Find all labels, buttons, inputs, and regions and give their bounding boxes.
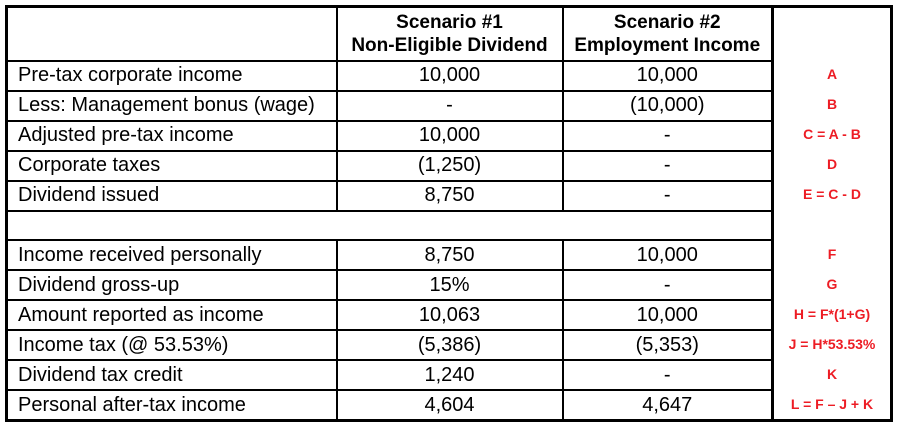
row-label: Amount reported as income <box>5 299 338 332</box>
table-row: Income tax (@ 53.53%) (5,386) (5,353) <box>5 329 774 362</box>
scenario1-value: 10,063 <box>335 299 564 332</box>
table-row: Personal after-tax income 4,604 4,647 <box>5 389 774 422</box>
formula-label: G <box>826 276 838 292</box>
scenario1-value: 10,000 <box>335 59 564 92</box>
scenario2-value: 10,000 <box>561 299 774 332</box>
table-row: Dividend tax credit 1,240 - <box>5 359 774 392</box>
row-label: Dividend tax credit <box>5 359 338 392</box>
formula-label: H = F*(1+G) <box>793 306 871 322</box>
scenario2-value: - <box>561 269 774 302</box>
scenario2-value: - <box>561 179 774 212</box>
scenario1-value: 8,750 <box>335 179 564 212</box>
row-label: Income tax (@ 53.53%) <box>5 329 338 362</box>
spacer-cell <box>6 209 773 242</box>
scenario2-value: (5,353) <box>561 329 774 362</box>
table-row: Adjusted pre-tax income 10,000 - <box>5 119 774 152</box>
scenario1-value: 8,750 <box>335 239 564 272</box>
scenario1-subtitle: Non-Eligible Dividend <box>351 34 548 56</box>
formula-label: C = A - B <box>803 126 861 142</box>
table-row: Amount reported as income 10,063 10,000 <box>5 299 774 332</box>
annotation-header-spacer <box>774 8 890 59</box>
row-label: Personal after-tax income <box>5 389 338 422</box>
row-label: Adjusted pre-tax income <box>5 119 338 152</box>
table-row: Less: Management bonus (wage) - (10,000) <box>5 89 774 122</box>
table-row: Dividend gross-up 15% - <box>5 269 774 302</box>
formula-label: B <box>826 96 838 112</box>
scenario1-value: 4,604 <box>335 389 564 422</box>
table-row: Corporate taxes (1,250) - <box>5 149 774 182</box>
row-label: Dividend issued <box>5 179 338 212</box>
row-label: Income received personally <box>5 239 338 272</box>
spacer-row <box>6 209 773 242</box>
row-label: Corporate taxes <box>5 149 338 182</box>
scenario1-title: Scenario #1 <box>396 11 503 33</box>
formula-label: D <box>826 156 838 172</box>
scenario2-value: 10,000 <box>561 239 774 272</box>
scenario1-value: (5,386) <box>335 329 564 362</box>
comparison-table: Scenario #1 Non-Eligible Dividend Scenar… <box>5 5 774 422</box>
formula-label <box>774 209 890 239</box>
scenario1-value: 15% <box>335 269 564 302</box>
scenario2-value: - <box>561 149 774 182</box>
header-scenario1-cell: Scenario #1 Non-Eligible Dividend <box>335 5 564 62</box>
row-label: Dividend gross-up <box>5 269 338 302</box>
formula-label: A <box>826 66 838 82</box>
scenario2-value: - <box>561 359 774 392</box>
table-row: Income received personally 8,750 10,000 <box>5 239 774 272</box>
scenario1-value: 10,000 <box>335 119 564 152</box>
formula-label: F <box>827 246 837 262</box>
scenario2-subtitle: Employment Income <box>574 34 761 56</box>
formula-label: K <box>826 366 838 382</box>
scenario2-value: (10,000) <box>561 89 774 122</box>
header-row: Scenario #1 Non-Eligible Dividend Scenar… <box>5 5 774 62</box>
scenario1-value: 1,240 <box>335 359 564 392</box>
scenario2-title: Scenario #2 <box>613 11 721 33</box>
scenario1-value: (1,250) <box>335 149 564 182</box>
table-row: Dividend issued 8,750 - <box>5 179 774 212</box>
table-row: Pre-tax corporate income 10,000 10,000 <box>5 59 774 92</box>
row-label: Less: Management bonus (wage) <box>5 89 338 122</box>
formula-label: L = F – J + K <box>790 396 874 412</box>
dividend-vs-salary-comparison: Scenario #1 Non-Eligible Dividend Scenar… <box>5 5 893 422</box>
header-scenario2-cell: Scenario #2 Employment Income <box>561 5 774 62</box>
scenario2-value: 10,000 <box>561 59 774 92</box>
scenario1-value: - <box>335 89 564 122</box>
header-label-cell <box>5 5 338 62</box>
formula-annotation-column: A B C = A - B D E = C - D F G H = F*(1+G… <box>774 5 893 422</box>
scenario2-value: 4,647 <box>561 389 774 422</box>
formula-label: E = C - D <box>803 186 861 202</box>
scenario2-value: - <box>561 119 774 152</box>
row-label: Pre-tax corporate income <box>5 59 338 92</box>
formula-label: J = H*53.53% <box>788 336 876 352</box>
